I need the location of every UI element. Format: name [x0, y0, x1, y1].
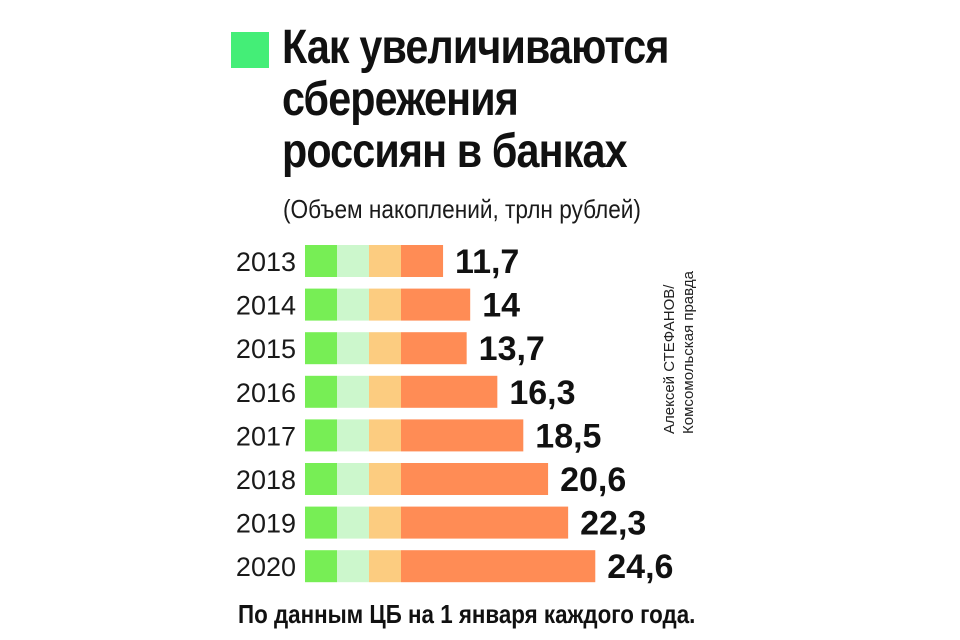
year-label-2017: 2017	[236, 421, 296, 451]
bar-segment-2015-2	[337, 332, 369, 365]
credit-publication: Комсомольская правда	[680, 270, 697, 434]
bar-segment-2017-1	[305, 419, 337, 452]
year-label-2019: 2019	[236, 509, 296, 539]
bar-segment-2016-1	[305, 375, 337, 408]
bar-2017	[401, 419, 524, 452]
value-label-2019: 22,3	[580, 505, 646, 543]
year-label-2016: 2016	[236, 378, 296, 408]
chart-title: Как увеличиваются сбережения россиян в б…	[282, 21, 669, 178]
chart-footnote: По данным ЦБ на 1 января каждого года.	[238, 599, 696, 629]
bar-segment-2019-3	[369, 506, 401, 539]
value-label-2016: 16,3	[509, 374, 575, 412]
bar-segment-2018-2	[337, 463, 369, 495]
bar-2018	[401, 463, 549, 495]
bar-2013	[401, 245, 444, 277]
bar-segment-2020-2	[337, 550, 369, 583]
title-marker	[231, 32, 269, 68]
bar-2014	[401, 288, 471, 321]
bar-segment-2017-2	[337, 419, 369, 452]
bar-segment-2014-1	[305, 288, 337, 321]
credit: Алексей СТЕФАНОВ/ Комсомольская правда	[660, 254, 710, 434]
value-label-2017: 18,5	[535, 417, 601, 455]
bar-2020	[401, 550, 596, 583]
bar-segment-2016-3	[369, 375, 401, 408]
bar-segment-2016-2	[337, 375, 369, 408]
value-label-2018: 20,6	[560, 461, 626, 499]
bar-segment-2013-1	[305, 245, 337, 277]
year-label-2013: 2013	[236, 247, 296, 277]
bar-2015	[401, 332, 467, 365]
value-label-2013: 11,7	[455, 243, 519, 281]
year-label-2020: 2020	[236, 552, 296, 582]
bar-segment-2019-2	[337, 506, 369, 539]
bar-segment-2020-3	[369, 550, 401, 583]
bar-segment-2019-1	[305, 506, 337, 539]
bar-segment-2014-2	[337, 288, 369, 321]
chart-subtitle: (Объем накоплений, трлн рублей)	[283, 194, 641, 224]
bar-segment-2018-3	[369, 463, 401, 495]
bar-segment-2020-1	[305, 550, 337, 583]
bar-segment-2017-3	[369, 419, 401, 452]
bar-segment-2015-1	[305, 332, 337, 365]
bar-segment-2014-3	[369, 288, 401, 321]
year-label-2014: 2014	[236, 291, 296, 321]
credit-author: Алексей СТЕФАНОВ/	[661, 284, 678, 434]
year-label-2018: 2018	[236, 465, 296, 495]
bar-segment-2013-2	[337, 245, 369, 277]
bar-2019	[401, 506, 569, 539]
bar-segment-2015-3	[369, 332, 401, 365]
value-label-2020: 24,6	[607, 548, 673, 586]
year-label-2015: 2015	[236, 334, 296, 364]
bar-segment-2013-3	[369, 245, 401, 277]
bar-2016	[401, 375, 498, 408]
value-label-2014: 14	[482, 287, 520, 325]
bar-segment-2018-1	[305, 463, 337, 495]
value-label-2015: 13,7	[479, 330, 545, 368]
